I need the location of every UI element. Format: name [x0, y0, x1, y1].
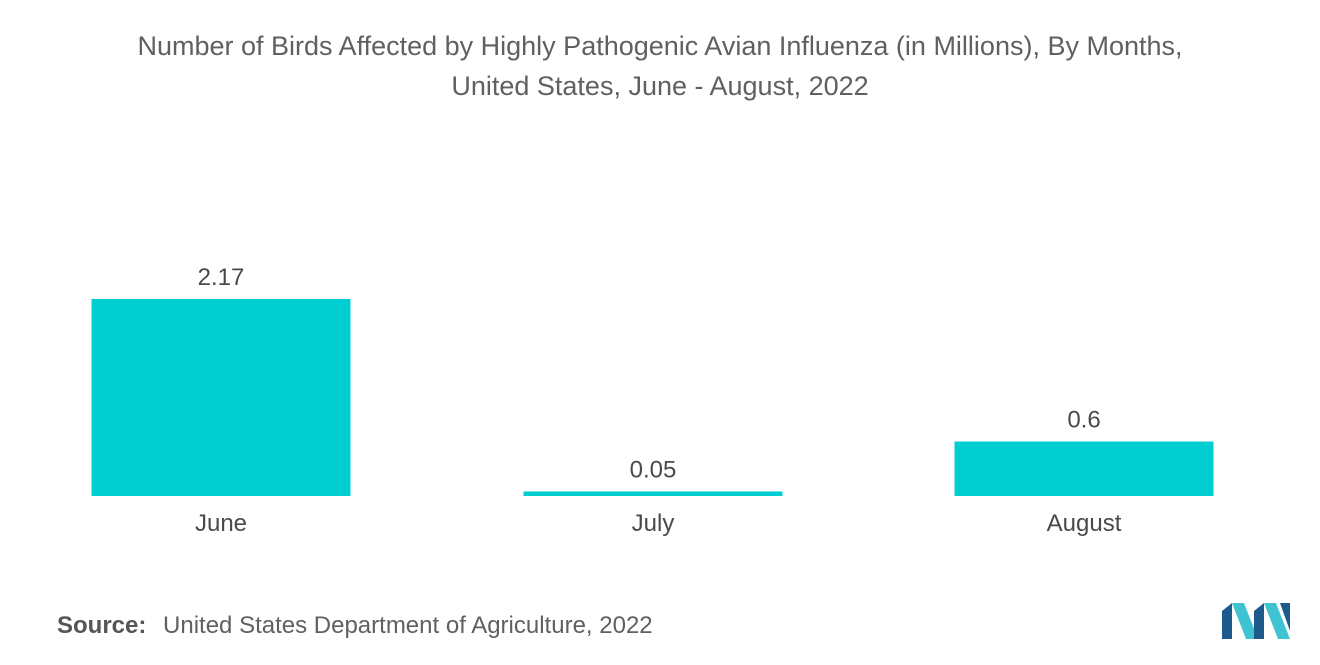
bar-august — [954, 441, 1214, 496]
source-note: Source: United States Department of Agri… — [57, 612, 653, 640]
source-text: United States Department of Agriculture,… — [163, 612, 653, 639]
source-label: Source: — [57, 612, 147, 639]
x-tick-label-june: June — [195, 510, 247, 537]
chart-title-line-1: Number of Birds Affected by Highly Patho… — [137, 31, 1183, 61]
logo-shape-4 — [1264, 603, 1290, 639]
logo-shape-1 — [1222, 603, 1232, 639]
mordor-intelligence-logo-icon — [1222, 603, 1290, 639]
data-label-june: 2.17 — [198, 264, 245, 291]
chart-title-line-2: United States, June - August, 2022 — [451, 71, 869, 101]
data-label-august: 0.6 — [1067, 407, 1100, 434]
logo-shape-2 — [1232, 603, 1258, 639]
chart-title: Number of Birds Affected by Highly Patho… — [0, 26, 1320, 106]
category-label-group: June July August — [195, 510, 1122, 537]
bar-june — [91, 299, 351, 496]
x-tick-label-july: July — [632, 510, 675, 537]
logo-shape-3 — [1254, 603, 1264, 639]
data-label-july: 0.05 — [630, 456, 677, 483]
bar-group — [91, 299, 1214, 496]
logo-shape-5 — [1280, 603, 1290, 631]
bar-july — [523, 491, 783, 496]
data-label-group: 2.17 0.05 0.6 — [198, 264, 1101, 483]
x-tick-label-august: August — [1047, 510, 1122, 537]
